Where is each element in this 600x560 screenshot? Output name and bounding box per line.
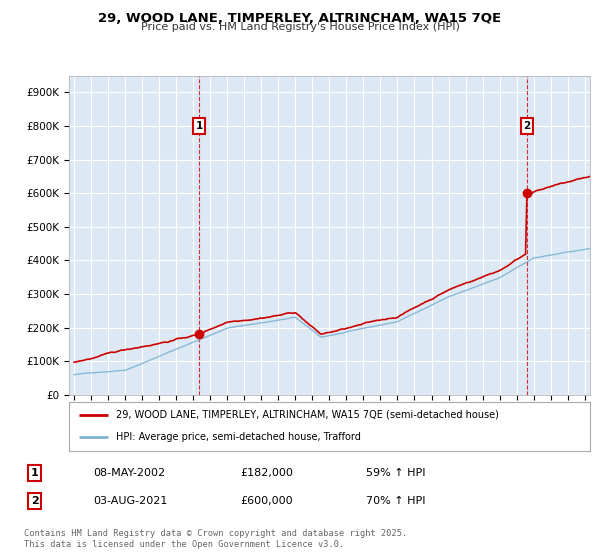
Text: 08-MAY-2002: 08-MAY-2002	[93, 468, 165, 478]
Text: Contains HM Land Registry data © Crown copyright and database right 2025.
This d: Contains HM Land Registry data © Crown c…	[24, 529, 407, 549]
Text: 1: 1	[31, 468, 38, 478]
Text: HPI: Average price, semi-detached house, Trafford: HPI: Average price, semi-detached house,…	[116, 432, 361, 442]
Text: 2: 2	[523, 121, 530, 131]
Text: 1: 1	[196, 121, 203, 131]
Text: 29, WOOD LANE, TIMPERLEY, ALTRINCHAM, WA15 7QE: 29, WOOD LANE, TIMPERLEY, ALTRINCHAM, WA…	[98, 12, 502, 25]
Text: 70% ↑ HPI: 70% ↑ HPI	[366, 496, 425, 506]
Text: £600,000: £600,000	[240, 496, 293, 506]
Text: 03-AUG-2021: 03-AUG-2021	[93, 496, 167, 506]
Text: Price paid vs. HM Land Registry's House Price Index (HPI): Price paid vs. HM Land Registry's House …	[140, 22, 460, 32]
Text: 29, WOOD LANE, TIMPERLEY, ALTRINCHAM, WA15 7QE (semi-detached house): 29, WOOD LANE, TIMPERLEY, ALTRINCHAM, WA…	[116, 410, 499, 420]
Text: 59% ↑ HPI: 59% ↑ HPI	[366, 468, 425, 478]
Text: 2: 2	[31, 496, 38, 506]
Text: £182,000: £182,000	[240, 468, 293, 478]
